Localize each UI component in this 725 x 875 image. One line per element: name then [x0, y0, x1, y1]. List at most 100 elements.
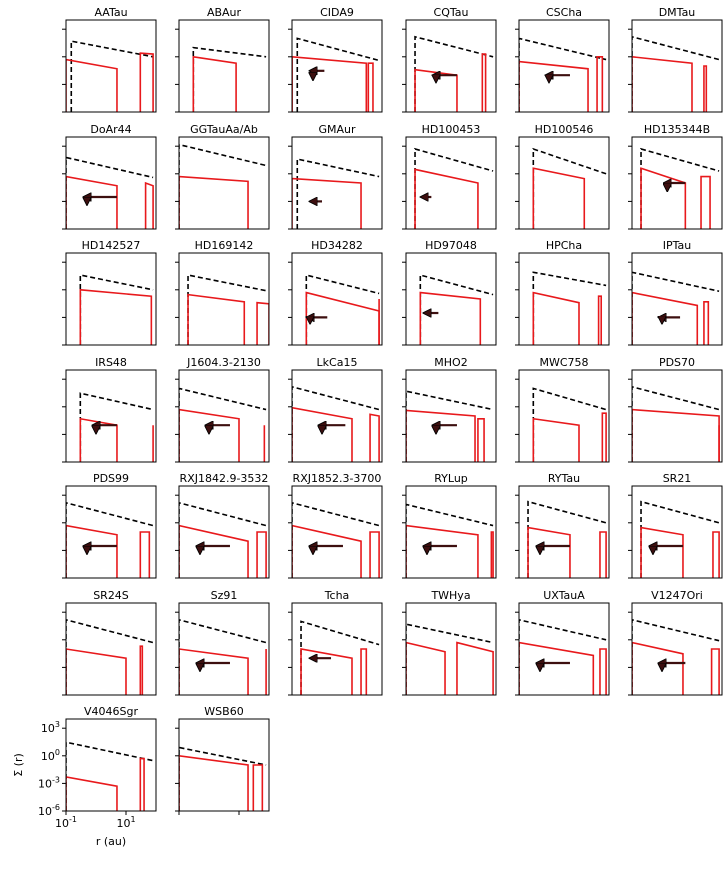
- gas-profile-line: [406, 623, 494, 695]
- panel-frame: [65, 136, 157, 230]
- dust-ring-line: [144, 181, 154, 229]
- dust-ring-line: [367, 62, 374, 112]
- panel-frame: [178, 718, 270, 812]
- panel-hd34282: HD34282: [288, 239, 383, 346]
- panel-cqtau: CQTau: [402, 6, 497, 113]
- panel-frame: [405, 252, 497, 346]
- panel-title: RXJ1842.9-3532: [180, 472, 269, 485]
- panel-title: MHO2: [434, 356, 467, 369]
- panel-plot-area: [406, 390, 494, 462]
- dust-ring-line: [481, 53, 487, 112]
- panel-frame: [631, 369, 723, 463]
- dust-ring-line: [139, 531, 151, 578]
- panel-title: RYLup: [434, 472, 468, 485]
- panel-v1247ori: V1247Ori: [628, 589, 723, 696]
- gas-profile-line: [79, 392, 154, 462]
- dust-ring-line: [527, 526, 571, 578]
- panel-frame: [291, 136, 383, 230]
- panel-plot-area: [292, 158, 380, 229]
- panel-title: ABAur: [207, 6, 242, 19]
- gas-profile-line: [296, 37, 380, 112]
- panel-frame: [518, 136, 610, 230]
- dust-ring-line: [292, 177, 362, 229]
- dust-ring-line: [300, 648, 353, 695]
- panel-iptau: IPTau: [628, 239, 723, 346]
- panel-irs48: IRS48: [62, 356, 157, 463]
- dust-ring-line: [66, 524, 118, 578]
- panel-frame: [518, 485, 610, 579]
- dust-ring-line: [703, 65, 708, 112]
- panel-plot-area: [519, 618, 607, 695]
- dust-ring-line: [632, 55, 693, 112]
- gas-profile-line: [532, 271, 607, 345]
- dust-ring-line: [632, 408, 720, 462]
- dust-ring-line: [256, 301, 269, 345]
- panel-title: DoAr44: [90, 123, 131, 136]
- dust-ring-line: [79, 288, 153, 345]
- panel-title: MWC758: [539, 356, 588, 369]
- panel-title: PDS99: [93, 472, 129, 485]
- panel-uxtaua: UXTauA: [515, 589, 610, 696]
- dust-ring-line: [519, 60, 589, 112]
- panel-plot-area: [406, 623, 494, 695]
- dust-ring-line: [256, 531, 267, 578]
- gas-profile-line: [179, 618, 267, 695]
- panel-title: LkCa15: [317, 356, 358, 369]
- panel-plot-area: [406, 503, 494, 578]
- panel-frame: [178, 19, 270, 113]
- panel-lkca15: LkCa15: [288, 356, 383, 463]
- panel-sr21: SR21: [628, 472, 723, 579]
- panel-plot-area: [632, 271, 720, 345]
- panel-pds99: PDS99: [62, 472, 157, 579]
- panel-title: IPTau: [663, 239, 692, 252]
- panel-frame: [518, 602, 610, 696]
- dust-ring-line: [187, 293, 246, 345]
- dust-ring-line: [406, 409, 476, 462]
- dust-ring-line: [369, 413, 380, 462]
- panel-title: HD97048: [425, 239, 477, 252]
- dust-ring-line: [179, 524, 249, 578]
- panel-frame: [65, 19, 157, 113]
- dust-ring-line: [139, 757, 145, 811]
- dust-ring-line: [369, 531, 380, 578]
- panel-hd100546: HD100546: [515, 123, 610, 230]
- dust-ring-line: [477, 417, 485, 462]
- panel-frame: [178, 136, 270, 230]
- dust-ring-line: [703, 300, 710, 345]
- panel-title: PDS70: [659, 356, 695, 369]
- panel-rxj1852-3-3700: RXJ1852.3-3700: [288, 472, 383, 579]
- panel-title: SR24S: [93, 589, 129, 602]
- panel-pds70: PDS70: [628, 356, 723, 463]
- panel-plot-area: [632, 618, 720, 695]
- dust-ring-line: [66, 648, 127, 695]
- panel-title: Tcha: [324, 589, 350, 602]
- panel-title: CSCha: [546, 6, 582, 19]
- y-tick-label: 10-3: [38, 775, 60, 790]
- panel-v4046sgr: V4046Sgr 10-6 10-3 100 103 10-1 101 r (au) Σ (r): [12, 705, 157, 848]
- dust-ring-line: [305, 291, 380, 345]
- x-axis-label: r (au): [96, 835, 126, 848]
- gas-profile-line: [187, 274, 267, 345]
- dust-ring-line: [192, 55, 237, 112]
- panel-frame: [291, 369, 383, 463]
- panel-frame: [291, 19, 383, 113]
- panel-plot-area: [79, 274, 154, 345]
- dust-ring-line: [179, 175, 249, 229]
- panel-frame: [65, 252, 157, 346]
- gas-profile-line: [406, 390, 494, 462]
- panel-title: IRS48: [95, 356, 127, 369]
- panel-plot-area: [66, 156, 154, 229]
- panel-title: HPCha: [546, 239, 582, 252]
- dust-ring-line: [179, 408, 240, 462]
- panel-hd169142: HD169142: [175, 239, 270, 346]
- gas-profile-line: [66, 156, 154, 229]
- dust-ring-line: [640, 167, 687, 229]
- panel-frame: [405, 485, 497, 579]
- dust-ring-line: [712, 531, 720, 578]
- panel-mwc758: MWC758: [515, 356, 610, 463]
- panel-frame: [631, 602, 723, 696]
- dust-ring-line: [360, 648, 368, 695]
- panel-plot-area: [192, 46, 267, 112]
- panel-hd100453: HD100453: [402, 123, 497, 230]
